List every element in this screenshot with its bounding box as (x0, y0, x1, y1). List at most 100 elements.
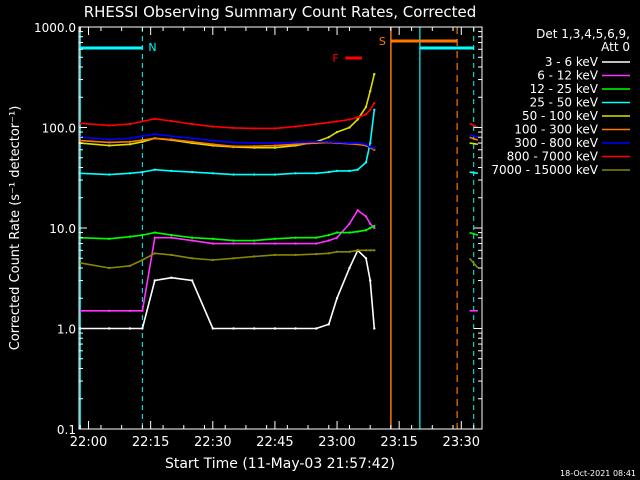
series-point-12-25-kev (327, 233, 330, 237)
series-point-300-800-kev (364, 143, 368, 146)
series-point-25-50-kev (356, 168, 359, 171)
series-line-12-25-kev (80, 225, 375, 242)
series-point-25-50-kev (79, 172, 82, 175)
series-point-50-100-kev (141, 140, 144, 143)
series-point-100-300-kev (170, 138, 173, 141)
night-label: N (148, 41, 156, 54)
series-point-300-800-kev (273, 141, 277, 145)
series-line-300-800-kev (80, 133, 375, 150)
series-point-3-6-kev (190, 279, 194, 282)
series-line-after-gap-50-100-kev (469, 142, 479, 146)
series-point-7000-15000-kev (153, 252, 156, 255)
series-point-6-12-kev (327, 239, 330, 242)
series-point-800-7000-kev (315, 122, 318, 126)
series-point-12-25-kev (348, 231, 351, 234)
series-point-50-100-kev (327, 136, 330, 139)
series-point-6-12-kev (373, 226, 376, 230)
series-point-100-300-kev (79, 139, 82, 142)
series-point-12-25-kev (294, 236, 297, 239)
series-point-6-12-kev (294, 242, 297, 245)
series-point-25-50-kev (141, 170, 144, 174)
series-point-6-12-kev (348, 222, 351, 225)
series-point-50-100-kev (273, 146, 277, 149)
series-point-6-12-kev (141, 309, 144, 312)
series-point-3-6-kev (153, 279, 156, 282)
x-tick-label: 23:30 (443, 435, 480, 450)
saa-label: S (379, 35, 386, 48)
series-point-25-50-kev (327, 170, 330, 174)
legend-entry-label: 800 - 7000 keV (507, 150, 599, 164)
series-point-800-7000-kev (253, 127, 256, 130)
y-axis-label: Corrected Count Rate (s⁻¹ detector⁻¹) (8, 106, 23, 351)
series-point-3-6-kev (335, 297, 339, 300)
series-point-50-100-kev (348, 126, 351, 129)
series-point-25-50-kev (364, 161, 368, 164)
axes: 0.1 1.0 10.0 100.0 1000.0 22:00 22:15 22:30 22:4… (34, 21, 482, 450)
series-point-800-7000-kev (327, 121, 330, 124)
series-point-3-6-kev (232, 327, 235, 330)
y-tick-label: 0.1 (57, 423, 76, 437)
series-point-7000-15000-kev (253, 255, 256, 258)
series-point-12-25-kev (170, 233, 173, 237)
series-point-800-7000-kev (373, 101, 376, 105)
y-tick-label: 10.0 (49, 222, 76, 236)
series-point-12-25-kev (153, 231, 156, 234)
series-point-100-300-kev (253, 145, 256, 148)
series-point-300-800-kev (128, 137, 132, 140)
series-point-12-25-kev (356, 230, 359, 233)
series-point-12-25-kev (211, 237, 214, 240)
series-line-after-gap-800-7000-kev (469, 122, 479, 129)
series-point-25-50-kev (108, 173, 111, 176)
series-point-7000-15000-kev (170, 253, 173, 257)
series-point-6-12-kev (153, 236, 156, 239)
x-tick-label: 22:00 (70, 435, 107, 450)
series-point-12-25-kev (364, 229, 368, 232)
series-point-50-100-kev (128, 143, 132, 146)
series-point-25-50-kev (232, 173, 235, 176)
series-point-12-25-kev (273, 237, 277, 240)
series-point-300-800-kev (253, 141, 256, 145)
series-point-25-50-kev (348, 169, 351, 173)
series-point-300-800-kev (327, 140, 330, 143)
series-point-7000-15000-kev (335, 250, 339, 253)
series-point-800-7000-kev (335, 120, 339, 123)
series-point-12-25-kev (190, 236, 194, 239)
series-point-7000-15000-kev (128, 264, 132, 268)
series-point-6-12-kev (356, 209, 359, 212)
series-point-7000-15000-kev (108, 266, 111, 270)
series-line-after-gap-100-300-kev (469, 136, 479, 141)
series-point-300-800-kev (335, 141, 339, 144)
series-point-7000-15000-kev (294, 253, 297, 257)
series-point-800-7000-kev (190, 122, 194, 126)
series-line-6-12-kev (80, 209, 375, 312)
series-point-6-12-kev (335, 236, 339, 239)
series-point-800-7000-kev (211, 125, 214, 128)
series-point-12-25-kev (369, 226, 372, 230)
series-point-800-7000-kev (369, 108, 372, 112)
legend-entry-label: 25 - 50 keV (530, 96, 599, 110)
series-point-12-25-kev (335, 231, 339, 234)
series-point-6-12-kev (79, 309, 82, 312)
series-point-25-50-kev (190, 170, 194, 174)
series-point-25-50-kev (315, 172, 318, 175)
series-point-25-50-kev (153, 168, 156, 171)
series-point-12-25-kev (108, 237, 111, 240)
series-point-25-50-kev (128, 172, 132, 175)
series-point-300-800-kev (153, 132, 156, 136)
series-line-after-gap-7000-15000-kev (468, 257, 479, 269)
series-point-800-7000-kev (348, 118, 351, 121)
series-point-800-7000-kev (356, 116, 359, 119)
series-point-12-25-kev (141, 233, 144, 237)
series-point-6-12-kev (190, 239, 194, 242)
series-line-after-gap-300-800-kev (469, 133, 479, 138)
legend-entry-label: 300 - 800 keV (514, 136, 598, 150)
legend-header-line-2: Att 0 (601, 40, 630, 54)
legend-entry-label: 100 - 300 keV (514, 123, 598, 137)
series-point-3-6-kev (369, 279, 372, 282)
series-point-6-12-kev (273, 242, 277, 245)
series-point-100-300-kev (211, 143, 214, 146)
series-point-25-50-kev (373, 108, 376, 112)
series-point-3-6-kev (170, 276, 173, 279)
